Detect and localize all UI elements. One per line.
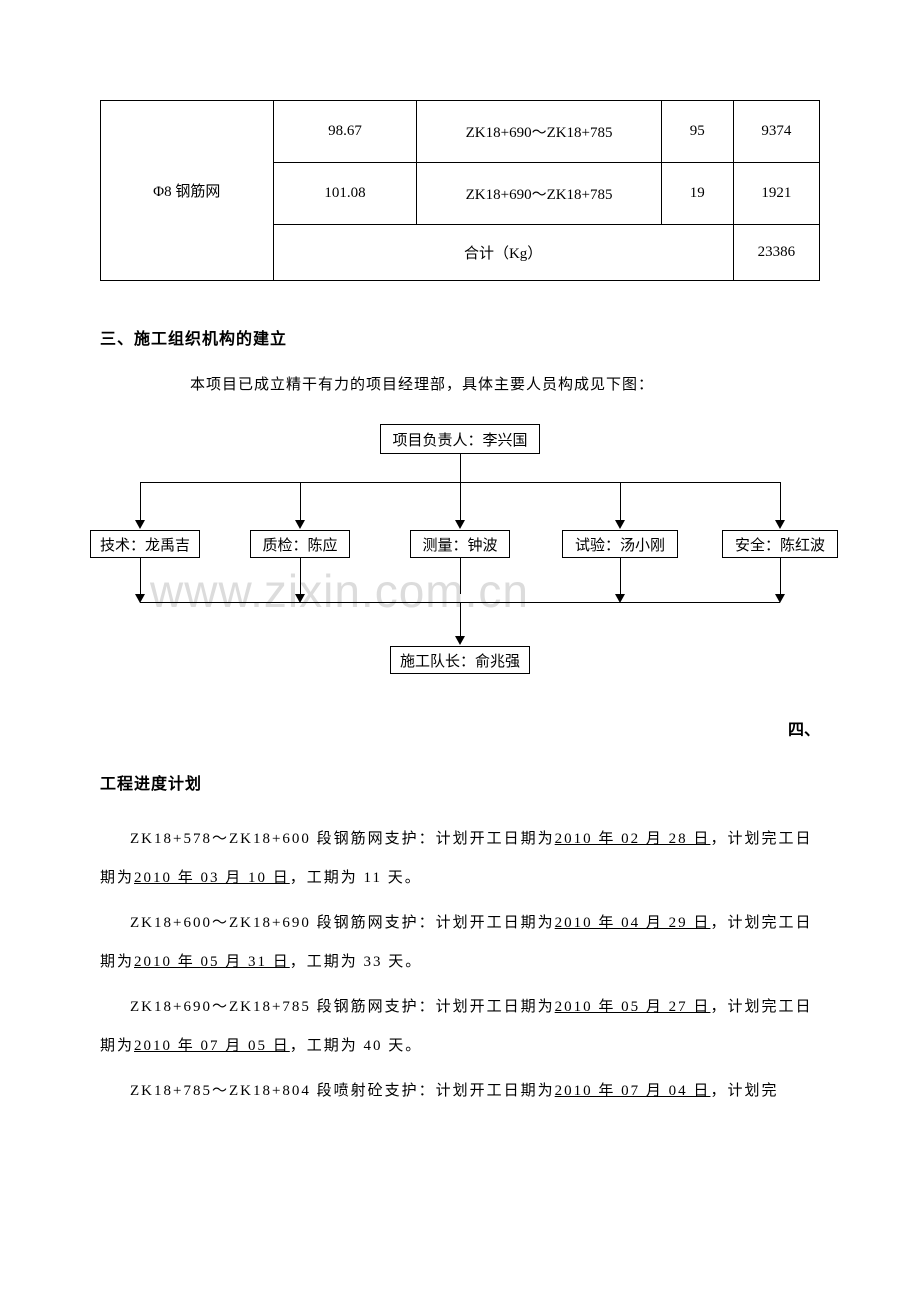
org-line bbox=[780, 558, 781, 594]
org-node-mid: 技术：龙禹吉 bbox=[90, 530, 200, 558]
arrow-icon bbox=[455, 520, 465, 529]
rebar-table: Φ8 钢筋网 98.67 ZK18+690～ZK18+785 95 9374 1… bbox=[100, 100, 820, 281]
org-line bbox=[300, 482, 301, 520]
date-underline: 2010 年 02 月 28 日 bbox=[555, 831, 711, 847]
cell-material: Φ8 钢筋网 bbox=[101, 101, 274, 281]
arrow-icon bbox=[135, 520, 145, 529]
org-line bbox=[140, 482, 141, 520]
schedule-para: ZK18+690～ZK18+785 段钢筋网支护：计划开工日期为2010 年 0… bbox=[100, 988, 820, 1066]
org-node-mid: 试验：汤小刚 bbox=[562, 530, 678, 558]
schedule-para: ZK18+578～ZK18+600 段钢筋网支护：计划开工日期为2010 年 0… bbox=[100, 820, 820, 898]
org-line bbox=[460, 454, 461, 482]
date-underline: 2010 年 05 月 31 日 bbox=[134, 954, 290, 970]
org-node-bottom: 施工队长：俞兆强 bbox=[390, 646, 530, 674]
cell-total-label: 合计（Kg） bbox=[273, 225, 733, 281]
org-chart: www.zixin.com.cn 项目负责人：李兴国 技术：龙禹吉 质检：陈应 … bbox=[100, 424, 820, 704]
section4-title: 工程进度计划 bbox=[100, 770, 820, 794]
org-line bbox=[460, 602, 461, 636]
date-underline: 2010 年 03 月 10 日 bbox=[134, 870, 290, 886]
para-seg: ZK18+578～ZK18+600 段钢筋网支护：计划开工日期为 bbox=[130, 831, 555, 847]
cell: 98.67 bbox=[273, 101, 417, 163]
schedule-para: ZK18+785～ZK18+804 段喷射砼支护：计划开工日期为2010 年 0… bbox=[100, 1072, 820, 1111]
section3-intro: 本项目已成立精干有力的项目经理部，具体主要人员构成见下图： bbox=[160, 373, 820, 394]
org-line bbox=[140, 558, 141, 594]
para-tail: ，工期为 11 天。 bbox=[290, 870, 422, 886]
para-tail: ，工期为 40 天。 bbox=[290, 1038, 423, 1054]
section3-heading: 三、施工组织机构的建立 bbox=[100, 325, 820, 349]
arrow-icon bbox=[615, 520, 625, 529]
cell: ZK18+690～ZK18+785 bbox=[417, 101, 661, 163]
date-underline: 2010 年 04 月 29 日 bbox=[555, 915, 711, 931]
watermark-text: www.zixin.com.cn bbox=[150, 564, 529, 618]
para-tail: ，工期为 33 天。 bbox=[290, 954, 423, 970]
cell: 95 bbox=[661, 101, 733, 163]
org-node-mid: 测量：钟波 bbox=[410, 530, 510, 558]
arrow-icon bbox=[455, 636, 465, 645]
cell: 9374 bbox=[733, 101, 819, 163]
org-line bbox=[620, 558, 621, 594]
para-seg: ZK18+600～ZK18+690 段钢筋网支护：计划开工日期为 bbox=[130, 915, 555, 931]
date-underline: 2010 年 07 月 05 日 bbox=[134, 1038, 290, 1054]
org-node-mid: 质检：陈应 bbox=[250, 530, 350, 558]
cell: ZK18+690～ZK18+785 bbox=[417, 163, 661, 225]
arrow-icon bbox=[295, 520, 305, 529]
date-underline: 2010 年 05 月 27 日 bbox=[555, 999, 711, 1015]
org-line bbox=[780, 482, 781, 520]
org-line bbox=[460, 558, 461, 594]
org-line bbox=[620, 482, 621, 520]
table-row: Φ8 钢筋网 98.67 ZK18+690～ZK18+785 95 9374 bbox=[101, 101, 820, 163]
schedule-para: ZK18+600～ZK18+690 段钢筋网支护：计划开工日期为2010 年 0… bbox=[100, 904, 820, 982]
cell: 19 bbox=[661, 163, 733, 225]
org-node-mid: 安全：陈红波 bbox=[722, 530, 838, 558]
cell-total: 23386 bbox=[733, 225, 819, 281]
cell: 101.08 bbox=[273, 163, 417, 225]
arrow-icon bbox=[775, 520, 785, 529]
para-seg: ZK18+690～ZK18+785 段钢筋网支护：计划开工日期为 bbox=[130, 999, 555, 1015]
para-mid: ，计划完 bbox=[710, 1083, 778, 1099]
org-line bbox=[460, 482, 461, 520]
org-node-top: 项目负责人：李兴国 bbox=[380, 424, 540, 454]
section4-label: 四、 bbox=[100, 716, 820, 740]
org-line bbox=[300, 558, 301, 594]
para-seg: ZK18+785～ZK18+804 段喷射砼支护：计划开工日期为 bbox=[130, 1083, 555, 1099]
date-underline: 2010 年 07 月 04 日 bbox=[555, 1083, 711, 1099]
cell: 1921 bbox=[733, 163, 819, 225]
